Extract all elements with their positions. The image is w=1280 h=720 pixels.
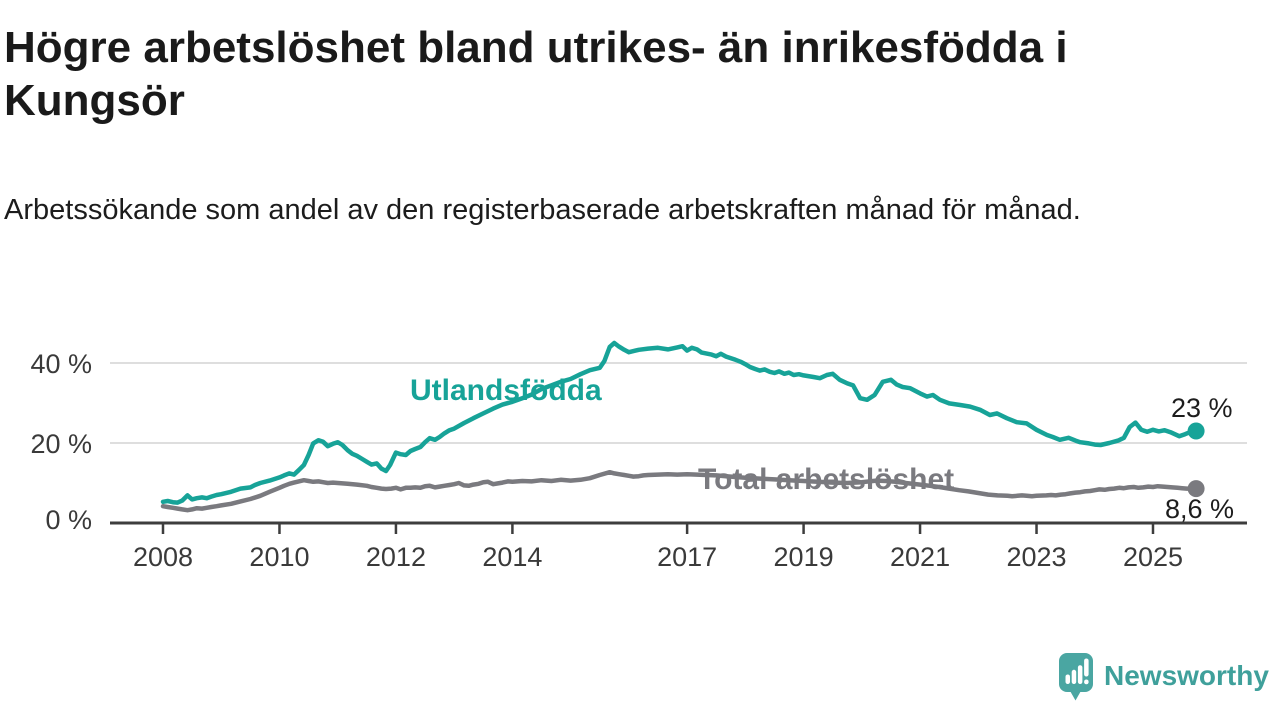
page-subtitle: Arbetssökande som andel av den registerb… [4,194,1081,226]
series-label-total: Total arbetslöshet [698,463,954,496]
newsworthy-bubble-icon [1059,653,1093,701]
series-end-value: 8,6 % [1165,494,1234,524]
series-end-dot [1187,422,1205,440]
x-tick-label: 2017 [657,542,717,572]
x-tick-label: 2021 [890,542,950,572]
series-label-utlandsfodda: Utlandsfödda [410,374,602,407]
x-tick-label: 2019 [774,542,834,572]
x-tick-label: 2014 [482,542,542,572]
x-tick-label: 2023 [1006,542,1066,572]
x-tick-label: 2025 [1123,542,1183,572]
series-line-utlandsfodda [160,340,1199,505]
newsworthy-logo: Newsworthy [1059,653,1269,701]
series-end-value: 23 % [1171,393,1233,423]
x-tick-label: 2010 [249,542,309,572]
newsworthy-logo-text: Newsworthy [1104,660,1269,691]
y-tick-label: 0 % [45,505,92,535]
y-tick-label: 20 % [30,429,92,459]
y-tick-label: 40 % [30,349,92,379]
page-title: Högre arbetslöshet bland utrikes- än inr… [4,23,1068,125]
series-end-dot [1187,480,1205,498]
x-tick-label: 2008 [133,542,193,572]
x-tick-label: 2012 [366,542,426,572]
series-line-total [160,469,1199,513]
